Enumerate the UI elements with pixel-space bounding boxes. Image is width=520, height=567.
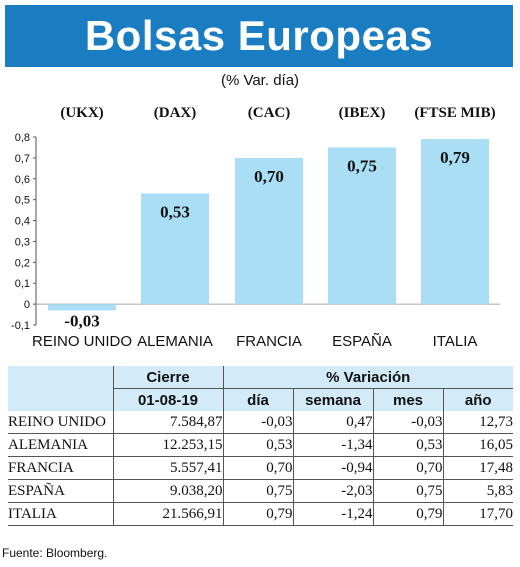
y-tick-label: 0,3 [15, 236, 30, 248]
bars [48, 139, 489, 311]
data-table: Cierre % Variación 01-08-19 día semana m… [8, 366, 513, 526]
row-close: 7.584,87 [112, 411, 223, 434]
row-ano: 16,05 [442, 433, 513, 457]
row-ano: 12,73 [442, 411, 513, 434]
index-label: (DAX) [154, 105, 197, 121]
bar [328, 147, 396, 305]
source-note: Fuente: Bloomberg. [2, 546, 108, 560]
table-row: ALEMANIA 12.253,15 0,53 -1,34 0,53 16,05 [8, 433, 513, 457]
value-label: 0,70 [254, 167, 284, 186]
category-label: FRANCIA [236, 333, 302, 350]
row-name: ESPAÑA [8, 479, 113, 503]
y-tick-label: 0,7 [15, 153, 30, 165]
row-close: 5.557,41 [112, 456, 223, 480]
variation-group-header: % Variación [222, 366, 513, 389]
close-group-header: Cierre [112, 366, 223, 389]
category-label: ITALIA [433, 333, 478, 350]
row-ano: 5,83 [442, 479, 513, 503]
chart-title: Bolsas Europeas [5, 5, 513, 67]
bar [48, 304, 116, 311]
category-labels: REINO UNIDO ALEMANIA FRANCIA ESPAÑA ITALIA [32, 333, 477, 350]
row-ano: 17,70 [442, 502, 513, 526]
row-close: 12.253,15 [112, 433, 223, 457]
row-semana: -2,03 [292, 479, 373, 503]
row-semana: -0,94 [292, 456, 373, 480]
y-tick-label: 0,2 [15, 257, 30, 269]
value-label: 0,79 [440, 148, 470, 167]
row-dia: 0,75 [222, 479, 293, 503]
bar [421, 139, 489, 305]
y-tick-label: 0,4 [15, 216, 30, 228]
row-mes: 0,79 [372, 502, 443, 526]
col-dia-header: día [222, 388, 293, 411]
row-semana: -1,34 [292, 433, 373, 457]
table-row: FRANCIA 5.557,41 0,70 -0,94 0,70 17,48 [8, 456, 513, 480]
col-mes-header: mes [372, 388, 443, 411]
category-label: ESPAÑA [332, 333, 392, 350]
row-dia: -0,03 [222, 411, 293, 434]
index-label: (FTSE MIB) [414, 105, 495, 121]
row-name: FRANCIA [8, 456, 113, 480]
y-tick-label: 0 [24, 299, 30, 311]
y-tick-label: 0,1 [15, 278, 30, 290]
close-date-header: 01-08-19 [112, 388, 223, 411]
table-row: REINO UNIDO 7.584,87 -0,03 0,47 -0,03 12… [8, 411, 513, 434]
index-label: (UKX) [60, 105, 103, 121]
index-labels: (UKX) (DAX) (CAC) (IBEX) (FTSE MIB) [60, 105, 495, 121]
category-label: ALEMANIA [137, 333, 213, 350]
row-dia: 0,70 [222, 456, 293, 480]
row-semana: -1,24 [292, 502, 373, 526]
value-label: 0,75 [347, 156, 377, 175]
row-ano: 17,48 [442, 456, 513, 480]
col-ano-header: año [442, 388, 513, 411]
row-dia: 0,53 [222, 433, 293, 457]
row-name: REINO UNIDO [8, 411, 113, 434]
table-corner-2 [8, 388, 113, 411]
y-tick-label: 0,8 [15, 132, 30, 144]
y-tick-label: 0,5 [15, 195, 30, 207]
row-name: ITALIA [8, 502, 113, 526]
row-mes: 0,75 [372, 479, 443, 503]
col-semana-header: semana [292, 388, 373, 411]
table-corner [8, 366, 113, 389]
row-close: 21.566,91 [112, 502, 223, 526]
bar-chart: (UKX) (DAX) (CAC) (IBEX) (FTSE MIB) 0,8 0,7 0,… [11, 105, 500, 350]
row-mes: 0,53 [372, 433, 443, 457]
y-tick-label: 0,6 [15, 174, 30, 186]
row-semana: 0,47 [292, 411, 373, 434]
row-mes: -0,03 [372, 411, 443, 434]
value-labels: -0,03 0,53 0,70 0,75 0,79 [64, 148, 470, 330]
row-name: ALEMANIA [8, 433, 113, 457]
index-label: (CAC) [248, 105, 291, 121]
value-label: -0,03 [64, 311, 99, 330]
row-close: 9.038,20 [112, 479, 223, 503]
bar [141, 193, 209, 305]
category-label: REINO UNIDO [32, 333, 132, 350]
row-mes: 0,70 [372, 456, 443, 480]
chart-subtitle: (% Var. día) [220, 72, 300, 89]
bar [235, 157, 303, 305]
table-row: ITALIA 21.566,91 0,79 -1,24 0,79 17,70 [8, 502, 513, 526]
index-label: (IBEX) [339, 105, 386, 121]
value-label: 0,53 [160, 202, 190, 221]
y-tick-label: -0,1 [11, 320, 30, 332]
table-row: ESPAÑA 9.038,20 0,75 -2,03 0,75 5,83 [8, 479, 513, 503]
row-dia: 0,79 [222, 502, 293, 526]
